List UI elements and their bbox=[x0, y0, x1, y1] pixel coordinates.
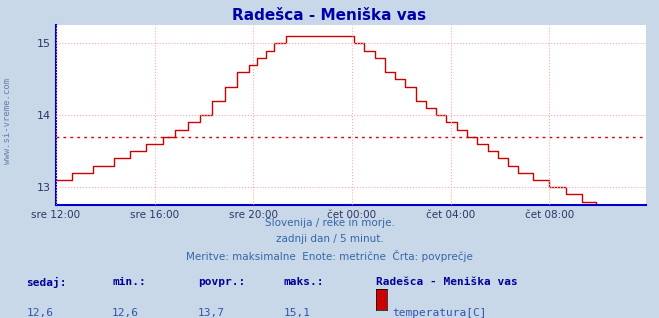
Text: sedaj:: sedaj: bbox=[26, 277, 67, 288]
Text: 12,6: 12,6 bbox=[26, 308, 53, 318]
Text: zadnji dan / 5 minut.: zadnji dan / 5 minut. bbox=[275, 234, 384, 244]
Text: www.si-vreme.com: www.si-vreme.com bbox=[3, 78, 13, 164]
Text: maks.:: maks.: bbox=[283, 277, 324, 287]
Text: povpr.:: povpr.: bbox=[198, 277, 245, 287]
Text: Radešca - Meniška vas: Radešca - Meniška vas bbox=[376, 277, 517, 287]
Text: Slovenija / reke in morje.: Slovenija / reke in morje. bbox=[264, 218, 395, 228]
Text: min.:: min.: bbox=[112, 277, 146, 287]
Text: Radešca - Meniška vas: Radešca - Meniška vas bbox=[233, 8, 426, 23]
Text: 15,1: 15,1 bbox=[283, 308, 310, 318]
Text: 12,6: 12,6 bbox=[112, 308, 139, 318]
Text: temperatura[C]: temperatura[C] bbox=[392, 308, 486, 318]
Text: 13,7: 13,7 bbox=[198, 308, 225, 318]
Text: Meritve: maksimalne  Enote: metrične  Črta: povprečje: Meritve: maksimalne Enote: metrične Črta… bbox=[186, 250, 473, 262]
